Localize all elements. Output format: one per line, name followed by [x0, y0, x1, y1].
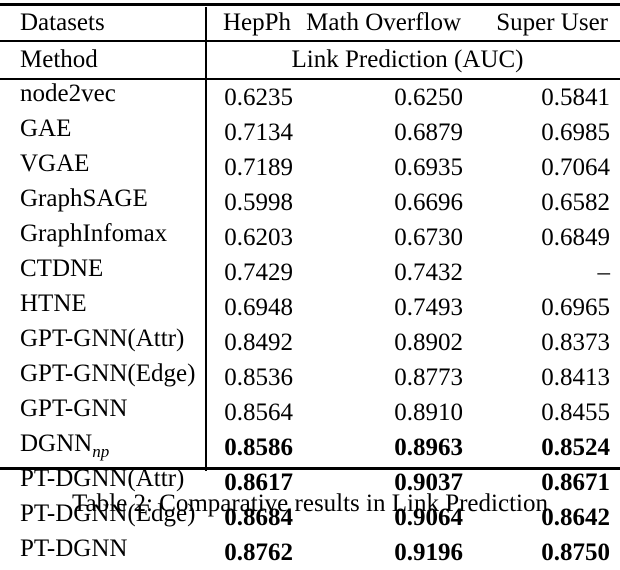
value-math-overflow: 0.8963 — [394, 434, 463, 461]
header-divider-rule — [0, 40, 620, 42]
value-math-overflow: 0.9037 — [394, 469, 463, 496]
method-name: GAE — [0, 115, 205, 150]
table-row: GraphSAGE 0.5998 0.6696 0.6582 — [0, 185, 620, 220]
method-subscript: np — [92, 442, 110, 461]
method-header-row: Method Link Prediction (AUC) — [0, 42, 620, 78]
method-name-text: GPT-GNN(Edge) — [20, 360, 196, 387]
method-name: PT-DGNN(Attr) — [0, 465, 205, 500]
method-name: GraphSAGE — [0, 185, 205, 220]
method-name-text: CTDNE — [20, 255, 104, 282]
value-hepph: 0.5998 — [224, 189, 293, 216]
method-name: HTNE — [0, 290, 205, 325]
table-row: GPT-GNN(Attr) 0.8492 0.8902 0.8373 — [0, 325, 620, 360]
value-math-overflow: 0.7493 — [394, 294, 463, 321]
value-hepph: 0.8564 — [224, 399, 293, 426]
table-body: node2vec 0.6235 0.6250 0.5841 GAE 0.7134… — [0, 80, 620, 566]
value-math-overflow: 0.8910 — [394, 399, 463, 426]
table-row: GraphInfomax 0.6203 0.6730 0.6849 — [0, 220, 620, 255]
value-hepph: 0.7189 — [224, 154, 293, 181]
value-math-overflow: 0.6696 — [394, 189, 463, 216]
table-row: CTDNE 0.7429 0.7432 – — [0, 255, 620, 290]
method-name-text: DGNN — [20, 430, 93, 457]
metric-header-label: Link Prediction (AUC) — [291, 46, 524, 73]
table-row: HTNE 0.6948 0.7493 0.6965 — [0, 290, 620, 325]
body-divider-rule — [0, 78, 620, 80]
method-name: node2vec — [0, 80, 205, 115]
value-hepph: 0.8617 — [224, 469, 293, 496]
value-hepph: 0.8492 — [224, 329, 293, 356]
column-header-super-user: Super User — [496, 9, 608, 36]
method-name-text: GAE — [20, 115, 72, 142]
value-hepph: 0.8536 — [224, 364, 293, 391]
value-super-user: 0.8455 — [541, 399, 610, 426]
method-name: PT-DGNN — [0, 535, 205, 570]
value-math-overflow: 0.9196 — [394, 539, 463, 566]
method-header-label: Method — [20, 46, 98, 73]
value-math-overflow: 0.8902 — [394, 329, 463, 356]
method-name-text: PT-DGNN(Attr) — [20, 465, 185, 492]
method-name-text: GraphSAGE — [20, 185, 148, 212]
table-row: GPT-GNN(Edge) 0.8536 0.8773 0.8413 — [0, 360, 620, 395]
table-row: PT-DGNN 0.8762 0.9196 0.8750 — [0, 535, 620, 570]
column-header-math-overflow: Math Overflow — [306, 9, 461, 36]
method-name: GPT-GNN(Attr) — [0, 325, 205, 360]
table-row: VGAE 0.7189 0.6935 0.7064 — [0, 150, 620, 185]
value-super-user: 0.8413 — [541, 364, 610, 391]
value-hepph: 0.6948 — [224, 294, 293, 321]
method-name-text: PT-DGNN — [20, 535, 128, 562]
value-hepph: 0.7429 — [224, 259, 293, 286]
value-math-overflow: 0.6879 — [394, 119, 463, 146]
datasets-header-label: Datasets — [20, 9, 105, 36]
method-name: VGAE — [0, 150, 205, 185]
value-hepph: 0.7134 — [224, 119, 293, 146]
value-super-user: 0.8524 — [541, 434, 610, 461]
value-hepph: 0.6203 — [224, 224, 293, 251]
value-math-overflow: 0.6935 — [394, 154, 463, 181]
table-caption: Table 2: Comparative results in Link Pre… — [72, 490, 548, 517]
method-name-text: GPT-GNN — [20, 395, 128, 422]
value-super-user: 0.6965 — [541, 294, 610, 321]
value-super-user: 0.7064 — [541, 154, 610, 181]
value-super-user: 0.6849 — [541, 224, 610, 251]
column-header-hepph: HepPh — [222, 9, 291, 36]
table-row: PT-DGNN(Attr) 0.8617 0.9037 0.8671 — [0, 465, 620, 500]
method-name: CTDNE — [0, 255, 205, 290]
method-name-text: node2vec — [20, 80, 116, 107]
method-name: DGNNnp — [0, 430, 205, 465]
table-row: GAE 0.7134 0.6879 0.6985 — [0, 115, 620, 150]
method-name-text: VGAE — [20, 150, 90, 177]
value-hepph: 0.6235 — [224, 84, 293, 111]
value-hepph: 0.8762 — [224, 539, 293, 566]
value-super-user: 0.8671 — [541, 469, 610, 496]
table-row: node2vec 0.6235 0.6250 0.5841 — [0, 80, 620, 115]
value-math-overflow: 0.8773 — [394, 364, 463, 391]
table-row: DGNNnp 0.8586 0.8963 0.8524 — [0, 430, 620, 465]
value-super-user: 0.8373 — [541, 329, 610, 356]
datasets-header-row: Datasets HepPh Math Overflow Super User — [0, 6, 620, 40]
value-super-user: 0.8750 — [541, 539, 610, 566]
value-super-user: – — [597, 259, 611, 286]
value-math-overflow: 0.6250 — [394, 84, 463, 111]
value-super-user: 0.6582 — [541, 189, 610, 216]
method-name-text: GraphInfomax — [20, 220, 168, 247]
value-math-overflow: 0.6730 — [394, 224, 463, 251]
results-table-figure: Datasets HepPh Math Overflow Super User … — [0, 3, 620, 566]
value-hepph: 0.8586 — [224, 434, 293, 461]
method-name: GPT-GNN(Edge) — [0, 360, 205, 395]
method-name-text: GPT-GNN(Attr) — [20, 325, 185, 352]
method-name: GPT-GNN — [0, 395, 205, 430]
top-rule — [0, 3, 620, 6]
vertical-separator-rule — [205, 7, 207, 471]
value-math-overflow: 0.7432 — [394, 259, 463, 286]
table-row: GPT-GNN 0.8564 0.8910 0.8455 — [0, 395, 620, 430]
value-super-user: 0.6985 — [541, 119, 610, 146]
bottom-rule — [0, 467, 620, 470]
method-name: GraphInfomax — [0, 220, 205, 255]
value-super-user: 0.5841 — [541, 84, 610, 111]
method-name-text: HTNE — [20, 290, 87, 317]
